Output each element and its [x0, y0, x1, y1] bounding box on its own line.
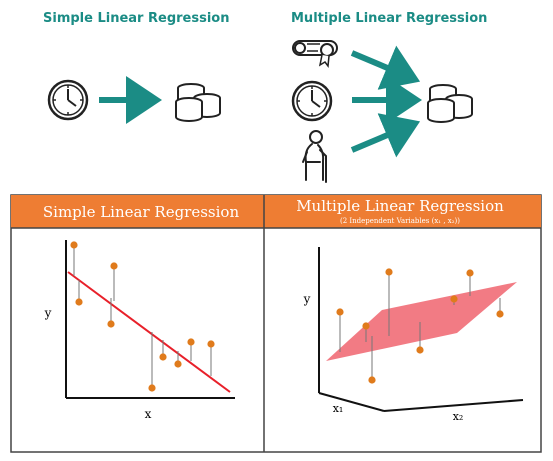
data-point	[416, 346, 424, 354]
y-axis-label: y	[44, 306, 52, 320]
x2-axis-label: x₂	[453, 410, 464, 423]
right-panel-subtitle: (2 Independent Variables (x₁ , x₂))	[340, 217, 460, 225]
elderly-person-icon	[302, 130, 327, 183]
data-point	[70, 241, 78, 249]
data-point	[159, 353, 167, 361]
data-point	[450, 295, 458, 303]
left-plot: x y	[44, 240, 235, 421]
diploma-icon	[292, 40, 338, 68]
data-point	[110, 262, 118, 270]
regression-plane	[326, 282, 517, 361]
coins-icon	[428, 85, 472, 122]
x2-axis	[383, 399, 524, 412]
data-point	[148, 384, 156, 392]
teal-arrow	[350, 113, 421, 158]
multiple-regression-heading: Multiple Linear Regression	[291, 11, 488, 26]
data-point	[362, 322, 370, 330]
data-point	[187, 338, 195, 346]
x-axis-label: x	[145, 407, 152, 421]
right-plot: x₁ x₂ y	[303, 247, 524, 423]
data-point	[107, 320, 115, 328]
clock-icon	[47, 79, 89, 121]
left-panel-header	[11, 195, 264, 228]
data-point	[75, 298, 83, 306]
data-point	[174, 360, 182, 368]
y-axis-label: y	[303, 292, 311, 306]
data-point	[385, 268, 393, 276]
coins-icon	[176, 84, 220, 121]
data-point	[207, 340, 215, 348]
simple-regression-heading: Simple Linear Regression	[43, 11, 230, 26]
teal-arrow	[350, 45, 421, 90]
right-panel-header	[264, 195, 541, 228]
data-point	[466, 269, 474, 277]
left-panel-title: Simple Linear Regression	[43, 203, 240, 221]
x1-axis-label: x₁	[333, 402, 344, 415]
data-point	[496, 310, 504, 318]
fit-line	[67, 271, 231, 393]
x1-axis	[318, 392, 385, 412]
data-point	[336, 308, 344, 316]
clock-icon	[291, 80, 333, 122]
right-panel-title: Multiple Linear Regression	[296, 197, 504, 215]
data-point	[368, 376, 376, 384]
